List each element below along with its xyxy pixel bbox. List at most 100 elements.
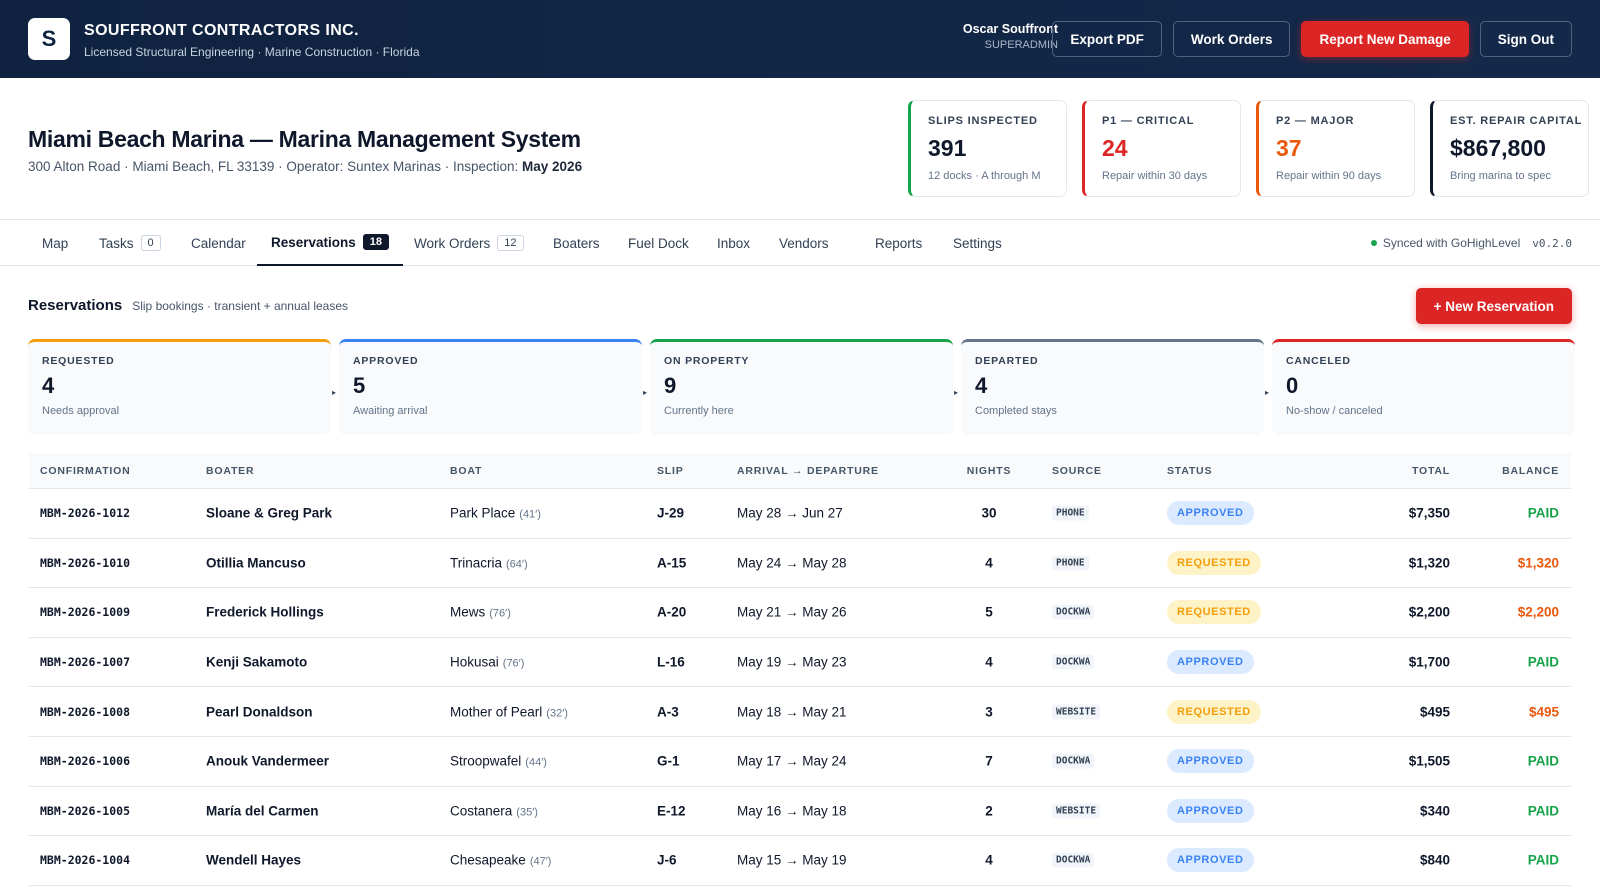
- boat: Hokusai (76′): [450, 655, 524, 670]
- column-header: BOATER: [206, 464, 255, 477]
- boat: Mother of Pearl (32′): [450, 704, 568, 719]
- table-row[interactable]: MBM-2026-1005 María del Carmen Costanera (3…: [29, 787, 1571, 837]
- balance: $495: [1528, 704, 1559, 720]
- tab[interactable]: Vendors: [765, 220, 843, 266]
- status: APPROVED: [1167, 749, 1254, 774]
- tab-label: Boaters: [553, 235, 600, 251]
- stat-card: SLIPS INSPECTED 391 12 docks · A through M: [908, 100, 1067, 197]
- section-header: Reservations Slip bookings · transient + …: [28, 297, 348, 314]
- boater: Wendell Hayes: [206, 852, 302, 868]
- boater: Pearl Donaldson: [206, 704, 313, 720]
- source: DOCKWA: [1052, 852, 1095, 868]
- tab[interactable]: Reservations 18: [257, 220, 404, 266]
- tab[interactable]: Tasks 0: [85, 220, 175, 266]
- column-header: SOURCE: [1052, 464, 1102, 477]
- header-button[interactable]: Work Orders: [1172, 21, 1291, 57]
- table-row[interactable]: MBM-2026-1006 Anouk Vandermeer Stroopwafel…: [29, 737, 1571, 787]
- tab[interactable]: Calendar: [177, 220, 260, 266]
- boat-length: (76′): [489, 607, 511, 620]
- stat-value: $867,800: [1450, 135, 1546, 161]
- pipeline-note: No-show / canceled: [1286, 405, 1383, 417]
- tab[interactable]: Inbox: [703, 220, 764, 266]
- balance: $1,320: [1517, 555, 1559, 571]
- pipeline-note: Currently here: [664, 405, 734, 417]
- confirmation: MBM-2026-1012: [40, 506, 131, 521]
- table-row[interactable]: MBM-2026-1010 Otillia Mancuso Trinacria (64…: [29, 539, 1571, 589]
- tab-badge: 12: [497, 235, 524, 251]
- total: $2,200: [1408, 604, 1450, 620]
- total: $1,320: [1408, 555, 1450, 571]
- new-reservation-button[interactable]: + New Reservation: [1415, 288, 1572, 324]
- user-role: SUPERADMIN: [984, 39, 1058, 51]
- tab-label: Vendors: [779, 235, 829, 251]
- logo: S: [28, 18, 70, 60]
- nights: 4: [985, 555, 993, 571]
- pipeline-card[interactable]: ▸ CANCELED 0 No-show / canceled: [1265, 339, 1575, 435]
- confirmation: MBM-2026-1007: [40, 655, 131, 670]
- table-row[interactable]: MBM-2026-1008 Pearl Donaldson Mother of Pe…: [29, 687, 1571, 737]
- table-row[interactable]: MBM-2026-1012 Sloane & Greg Park Park Plac…: [29, 489, 1571, 539]
- dates: May 16 → May 18: [737, 803, 847, 819]
- tab[interactable]: Reports: [861, 220, 936, 266]
- user-name: Oscar Souffront: [962, 22, 1058, 36]
- section-subtitle: Slip bookings · transient + annual lease…: [132, 299, 349, 313]
- table-row[interactable]: MBM-2026-1009 Frederick Hollings Mews (76′)…: [29, 588, 1571, 638]
- stat-card: P1 — CRITICAL 24 Repair within 30 days: [1082, 100, 1241, 197]
- tab-label: Fuel Dock: [628, 235, 689, 251]
- pipeline-card[interactable]: ▸ APPROVED 5 Awaiting arrival: [332, 339, 642, 435]
- pipeline-count: 0: [1286, 373, 1299, 398]
- boat: Costanera (35′): [450, 803, 538, 818]
- boat-length: (35′): [516, 806, 538, 819]
- boat-name: Mews: [450, 604, 486, 620]
- nights: 5: [985, 604, 993, 620]
- tab[interactable]: Map: [28, 220, 82, 266]
- pipeline-card[interactable]: ▸ ON PROPERTY 9 Currently here: [643, 339, 953, 435]
- pipeline-label: ON PROPERTY: [664, 355, 750, 367]
- dates: May 28 → Jun 27: [737, 505, 843, 521]
- nights: 7: [985, 753, 993, 769]
- balance: PAID: [1527, 852, 1559, 868]
- slip: J-6: [657, 852, 677, 868]
- boat: Chesapeake (47′): [450, 853, 551, 868]
- slip: A-3: [657, 704, 679, 720]
- tab-badge: 18: [362, 234, 390, 250]
- column-header: NIGHTS: [966, 464, 1012, 477]
- column-header: STATUS: [1167, 464, 1213, 477]
- tab-label: Tasks: [99, 235, 134, 251]
- source: WEBSITE: [1052, 704, 1101, 720]
- pipeline-count: 5: [353, 373, 366, 398]
- boat-name: Mother of Pearl: [450, 704, 543, 720]
- table-row[interactable]: MBM-2026-1007 Kenji Sakamoto Hokusai (76′) L…: [29, 638, 1571, 688]
- stat-value: 24: [1102, 135, 1128, 161]
- pipeline-note: Needs approval: [42, 405, 120, 417]
- boat: Trinacria (64′): [450, 555, 528, 570]
- tab[interactable]: Boaters: [539, 220, 614, 266]
- pipeline-label: APPROVED: [353, 355, 419, 367]
- confirmation: MBM-2026-1005: [40, 803, 131, 818]
- pipeline-label: REQUESTED: [42, 355, 115, 367]
- tab[interactable]: Work Orders 12: [400, 220, 538, 266]
- boat-length: (41′): [519, 508, 541, 521]
- column-header: SLIP: [657, 464, 684, 477]
- total: $840: [1419, 852, 1450, 868]
- tab[interactable]: Settings: [939, 220, 1016, 266]
- total: $1,700: [1408, 654, 1450, 670]
- pipeline-card[interactable]: ▸ DEPARTED 4 Completed stays: [954, 339, 1264, 435]
- tab-bar: Map Tasks 0 Calendar Reservations 18 Work Orde…: [0, 220, 1600, 266]
- header-button[interactable]: Export PDF: [1052, 21, 1162, 57]
- pipeline-note: Awaiting arrival: [353, 405, 428, 417]
- boater: Frederick Hollings: [206, 604, 324, 620]
- nights: 4: [985, 852, 993, 868]
- slip: E-12: [657, 803, 686, 819]
- company-name: SOUFFRONT CONTRACTORS INC.: [84, 22, 359, 39]
- header-button[interactable]: Report New Damage: [1301, 21, 1469, 57]
- tab[interactable]: Fuel Dock: [614, 220, 703, 266]
- boat-length: (47′): [529, 855, 552, 868]
- user-info: Oscar Souffront SUPERADMIN: [963, 22, 1058, 51]
- pipeline-card[interactable]: REQUESTED 4 Needs approval: [28, 339, 331, 435]
- stat-label: SLIPS INSPECTED: [928, 115, 1038, 127]
- tab-label: Settings: [953, 235, 1002, 251]
- source: PHONE: [1052, 505, 1089, 521]
- header-button[interactable]: Sign Out: [1479, 21, 1572, 57]
- source: DOCKWA: [1052, 753, 1095, 769]
